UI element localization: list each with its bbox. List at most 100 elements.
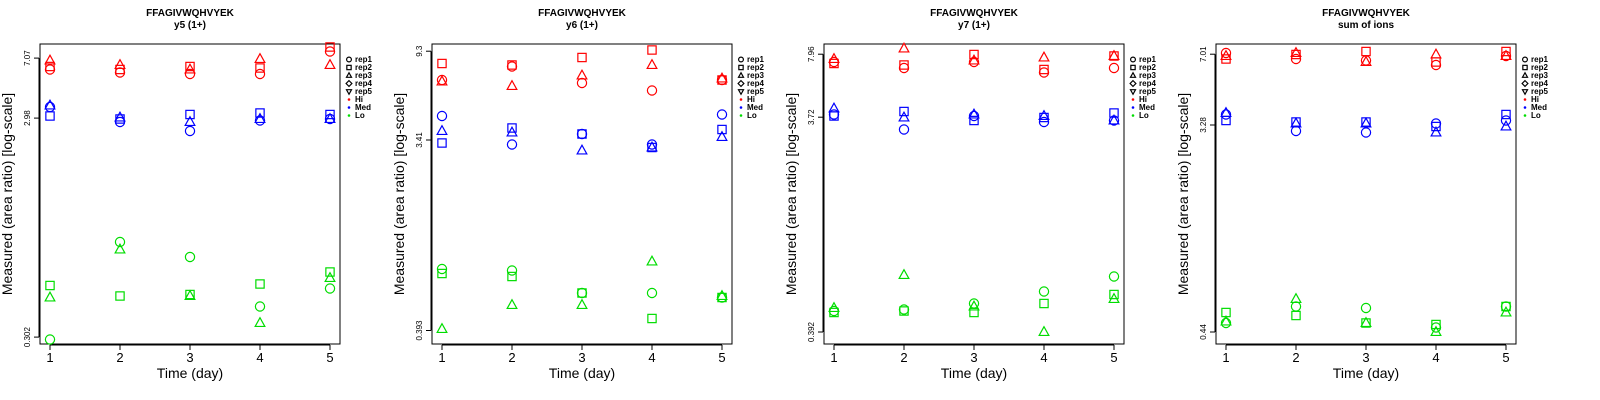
data-point	[577, 129, 587, 139]
data-point	[646, 254, 658, 266]
legend-label: Med	[747, 103, 763, 112]
data-point	[1039, 298, 1049, 309]
x-tick-label: 3	[970, 350, 977, 365]
data-point	[436, 322, 448, 334]
chart-title: FFAGIVWQHVYEK	[930, 8, 1019, 19]
data-point	[436, 110, 448, 122]
data-point	[577, 288, 587, 298]
data-point	[1431, 121, 1441, 132]
data-point	[324, 58, 336, 70]
legend-dot	[1523, 106, 1527, 109]
data-point	[184, 62, 196, 74]
data-point	[1500, 115, 1512, 126]
data-point	[1109, 108, 1119, 118]
data-point	[437, 58, 447, 69]
x-tick-label: 1	[1222, 350, 1229, 365]
data-point	[437, 268, 447, 279]
data-point	[506, 265, 518, 276]
x-tick-label: 2	[1292, 350, 1299, 365]
data-point	[185, 61, 195, 72]
legend-dot	[1131, 98, 1135, 101]
legend-symbol	[1521, 71, 1529, 78]
y-axis-label: Measured (area ratio) [log-scale]	[0, 93, 15, 295]
legend-label: rep2	[355, 63, 372, 72]
chart-subtitle: y5 (1+)	[174, 20, 206, 31]
data-point	[1039, 64, 1049, 75]
data-point	[1360, 127, 1372, 138]
data-point	[899, 306, 909, 316]
x-tick-label: 1	[46, 350, 53, 365]
data-point	[576, 68, 588, 80]
data-point	[1501, 109, 1511, 120]
legend-symbol	[345, 79, 353, 88]
data-point	[899, 60, 909, 70]
data-point	[576, 77, 588, 89]
data-point	[1361, 46, 1371, 57]
data-point	[1108, 292, 1120, 304]
data-point	[114, 236, 126, 248]
legend-label: rep1	[355, 55, 372, 64]
x-axis-label: Time (day)	[549, 365, 615, 381]
data-point	[254, 301, 266, 312]
legend-label: rep3	[747, 71, 764, 80]
data-point	[576, 143, 588, 155]
data-point	[1038, 325, 1050, 337]
data-point	[647, 45, 657, 55]
data-point	[898, 62, 910, 74]
data-point	[115, 291, 125, 301]
legend-symbol	[1129, 56, 1136, 63]
data-point	[1501, 46, 1511, 57]
legend-label: rep4	[1139, 79, 1156, 88]
legend-label: rep4	[747, 79, 764, 88]
data-point	[184, 68, 196, 80]
y-axis-label: Measured (area ratio) [log-scale]	[391, 93, 407, 295]
data-point	[646, 140, 658, 152]
legend-dot	[1131, 114, 1135, 117]
data-point	[1038, 50, 1050, 62]
data-point	[507, 60, 517, 70]
legend-dot	[347, 106, 351, 109]
legend-symbol	[1129, 71, 1137, 78]
chart-subtitle: y6 (1+)	[566, 20, 598, 31]
legend-dot	[739, 106, 743, 109]
legend-dot	[347, 114, 351, 117]
x-tick-label: 1	[830, 350, 837, 365]
data-point	[254, 115, 266, 126]
data-point	[325, 109, 335, 120]
x-tick-label: 3	[1362, 350, 1369, 365]
plot-frame	[823, 43, 1125, 345]
data-point	[184, 289, 196, 301]
legend-label: rep2	[1139, 63, 1156, 72]
data-point	[828, 301, 840, 313]
data-point	[45, 111, 55, 121]
data-point	[254, 68, 266, 80]
data-point	[1220, 317, 1232, 329]
legend-symbol	[1521, 89, 1529, 96]
y-tick-label: 7.07	[23, 50, 32, 66]
data-point	[436, 124, 448, 136]
data-point	[898, 110, 910, 122]
data-point	[506, 298, 518, 310]
data-point	[114, 67, 126, 78]
data-point	[184, 125, 196, 137]
data-point	[1431, 319, 1441, 330]
data-point	[506, 79, 518, 91]
data-point	[716, 289, 728, 301]
data-point	[646, 58, 658, 70]
data-point	[716, 130, 728, 142]
data-point	[255, 279, 265, 289]
data-point	[828, 101, 840, 113]
legend-label: rep1	[747, 55, 764, 64]
x-tick-label: 5	[1502, 350, 1509, 365]
legend-label: Med	[1531, 103, 1547, 112]
legend-symbol	[346, 64, 352, 71]
data-point	[717, 124, 727, 135]
data-point	[1220, 49, 1232, 61]
x-tick-label: 2	[116, 350, 123, 365]
data-point	[1038, 67, 1050, 78]
x-tick-label: 4	[648, 350, 655, 365]
data-point	[1430, 59, 1442, 71]
x-tick-label: 4	[1040, 350, 1047, 365]
data-point	[1290, 116, 1302, 128]
